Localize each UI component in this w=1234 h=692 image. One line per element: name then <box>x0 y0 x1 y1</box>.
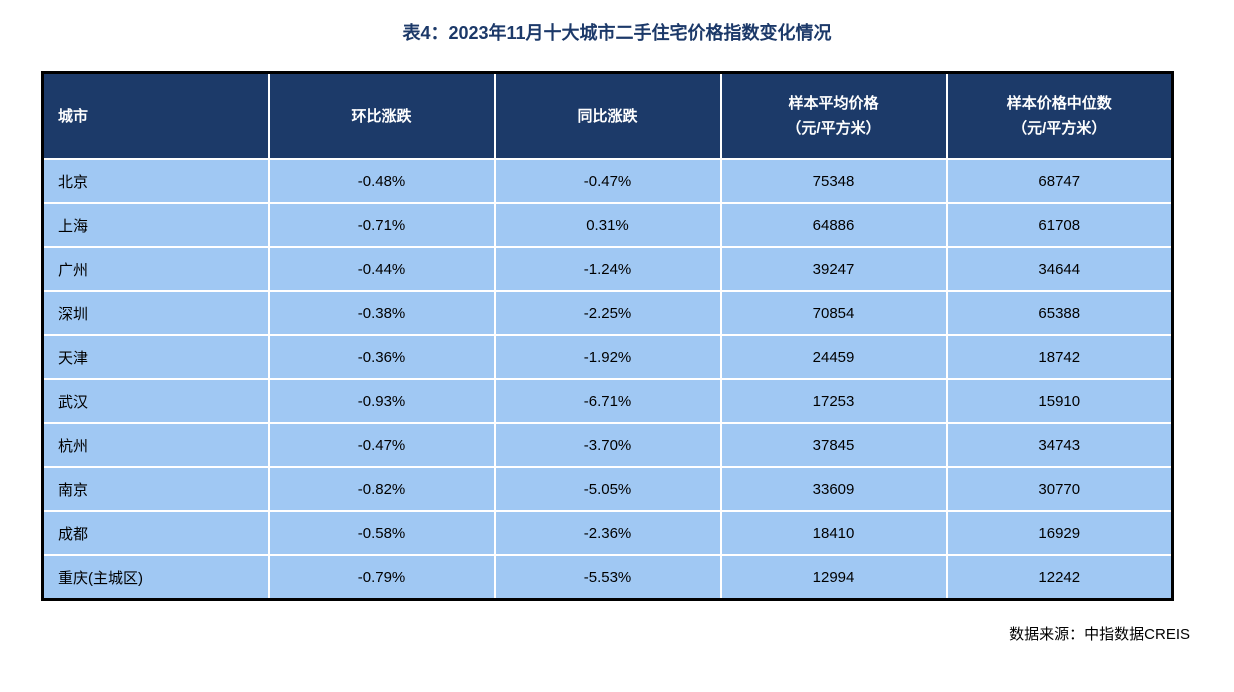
table-row: 天津 -0.36% -1.92% 24459 18742 <box>41 334 1174 380</box>
median-price-cell: 18742 <box>945 334 1174 380</box>
header-median-price: 样本价格中位数 （元/平方米） <box>945 71 1174 160</box>
median-price-cell: 61708 <box>945 202 1174 248</box>
table-row: 武汉 -0.93% -6.71% 17253 15910 <box>41 378 1174 424</box>
mom-change-cell: -0.58% <box>267 510 496 556</box>
city-cell: 杭州 <box>41 422 270 468</box>
header-avg-price: 样本平均价格 （元/平方米） <box>719 71 948 160</box>
table-row: 广州 -0.44% -1.24% 39247 34644 <box>41 246 1174 292</box>
yoy-change-cell: -5.53% <box>493 554 722 601</box>
table-row: 杭州 -0.47% -3.70% 37845 34743 <box>41 422 1174 468</box>
city-cell: 武汉 <box>41 378 270 424</box>
header-median-price-label: 样本价格中位数 <box>1006 95 1112 112</box>
avg-price-cell: 64886 <box>719 202 948 248</box>
yoy-change-cell: -1.24% <box>493 246 722 292</box>
median-price-cell: 68747 <box>945 158 1174 204</box>
avg-price-cell: 39247 <box>719 246 948 292</box>
mom-change-cell: -0.44% <box>267 246 496 292</box>
avg-price-cell: 37845 <box>719 422 948 468</box>
avg-price-cell: 24459 <box>719 334 948 380</box>
yoy-change-cell: -3.70% <box>493 422 722 468</box>
mom-change-cell: -0.38% <box>267 290 496 336</box>
avg-price-cell: 33609 <box>719 466 948 512</box>
mom-change-cell: -0.79% <box>267 554 496 601</box>
city-cell: 天津 <box>41 334 270 380</box>
table-row: 南京 -0.82% -5.05% 33609 30770 <box>41 466 1174 512</box>
header-yoy-label: 同比涨跌 <box>577 107 638 125</box>
avg-price-cell: 17253 <box>719 378 948 424</box>
mom-change-cell: -0.82% <box>267 466 496 512</box>
header-mom-label: 环比涨跌 <box>351 107 412 125</box>
table-title: 表4：2023年11月十大城市二手住宅价格指数变化情况 <box>402 23 832 43</box>
header-row: 城市 环比涨跌 同比涨跌 样本平均价格 （元/平方米） 样本价格中位数 （元/平… <box>41 71 1174 160</box>
yoy-change-cell: -2.36% <box>493 510 722 556</box>
header-yoy-change: 同比涨跌 <box>493 71 722 160</box>
median-price-cell: 65388 <box>945 290 1174 336</box>
table-header: 城市 环比涨跌 同比涨跌 样本平均价格 （元/平方米） 样本价格中位数 （元/平… <box>41 71 1174 160</box>
mom-change-cell: -0.47% <box>267 422 496 468</box>
median-price-cell: 30770 <box>945 466 1174 512</box>
city-cell: 广州 <box>41 246 270 292</box>
table-row: 重庆(主城区) -0.79% -5.53% 12994 12242 <box>41 554 1174 601</box>
median-price-cell: 12242 <box>945 554 1174 601</box>
city-cell: 成都 <box>41 510 270 556</box>
city-cell: 北京 <box>41 158 270 204</box>
yoy-change-cell: -5.05% <box>493 466 722 512</box>
city-cell: 上海 <box>41 202 270 248</box>
table-row: 北京 -0.48% -0.47% 75348 68747 <box>41 158 1174 204</box>
header-city-label: 城市 <box>58 107 89 125</box>
mom-change-cell: -0.48% <box>267 158 496 204</box>
mom-change-cell: -0.71% <box>267 202 496 248</box>
table-row: 上海 -0.71% 0.31% 64886 61708 <box>41 202 1174 248</box>
yoy-change-cell: 0.31% <box>493 202 722 248</box>
yoy-change-cell: -2.25% <box>493 290 722 336</box>
header-avg-price-label: 样本平均价格 <box>788 95 879 112</box>
header-avg-price-unit: （元/平方米） <box>786 120 881 137</box>
avg-price-cell: 18410 <box>719 510 948 556</box>
mom-change-cell: -0.36% <box>267 334 496 380</box>
median-price-cell: 34743 <box>945 422 1174 468</box>
mom-change-cell: -0.93% <box>267 378 496 424</box>
avg-price-cell: 75348 <box>719 158 948 204</box>
data-source: 数据来源：中指数据CREIS <box>1009 626 1190 643</box>
avg-price-cell: 70854 <box>719 290 948 336</box>
avg-price-cell: 12994 <box>719 554 948 601</box>
header-city: 城市 <box>41 71 270 160</box>
table-body: 北京 -0.48% -0.47% 75348 68747 上海 -0.71% 0… <box>41 158 1174 601</box>
median-price-cell: 34644 <box>945 246 1174 292</box>
header-mom-change: 环比涨跌 <box>267 71 496 160</box>
median-price-cell: 16929 <box>945 510 1174 556</box>
table-row: 成都 -0.58% -2.36% 18410 16929 <box>41 510 1174 556</box>
price-index-table: 城市 环比涨跌 同比涨跌 样本平均价格 （元/平方米） 样本价格中位数 （元/平… <box>41 71 1174 601</box>
city-cell: 南京 <box>41 466 270 512</box>
yoy-change-cell: -0.47% <box>493 158 722 204</box>
city-cell: 深圳 <box>41 290 270 336</box>
yoy-change-cell: -1.92% <box>493 334 722 380</box>
table-row: 深圳 -0.38% -2.25% 70854 65388 <box>41 290 1174 336</box>
header-median-price-unit: （元/平方米） <box>1012 120 1107 137</box>
median-price-cell: 15910 <box>945 378 1174 424</box>
city-cell: 重庆(主城区) <box>41 554 270 601</box>
yoy-change-cell: -6.71% <box>493 378 722 424</box>
